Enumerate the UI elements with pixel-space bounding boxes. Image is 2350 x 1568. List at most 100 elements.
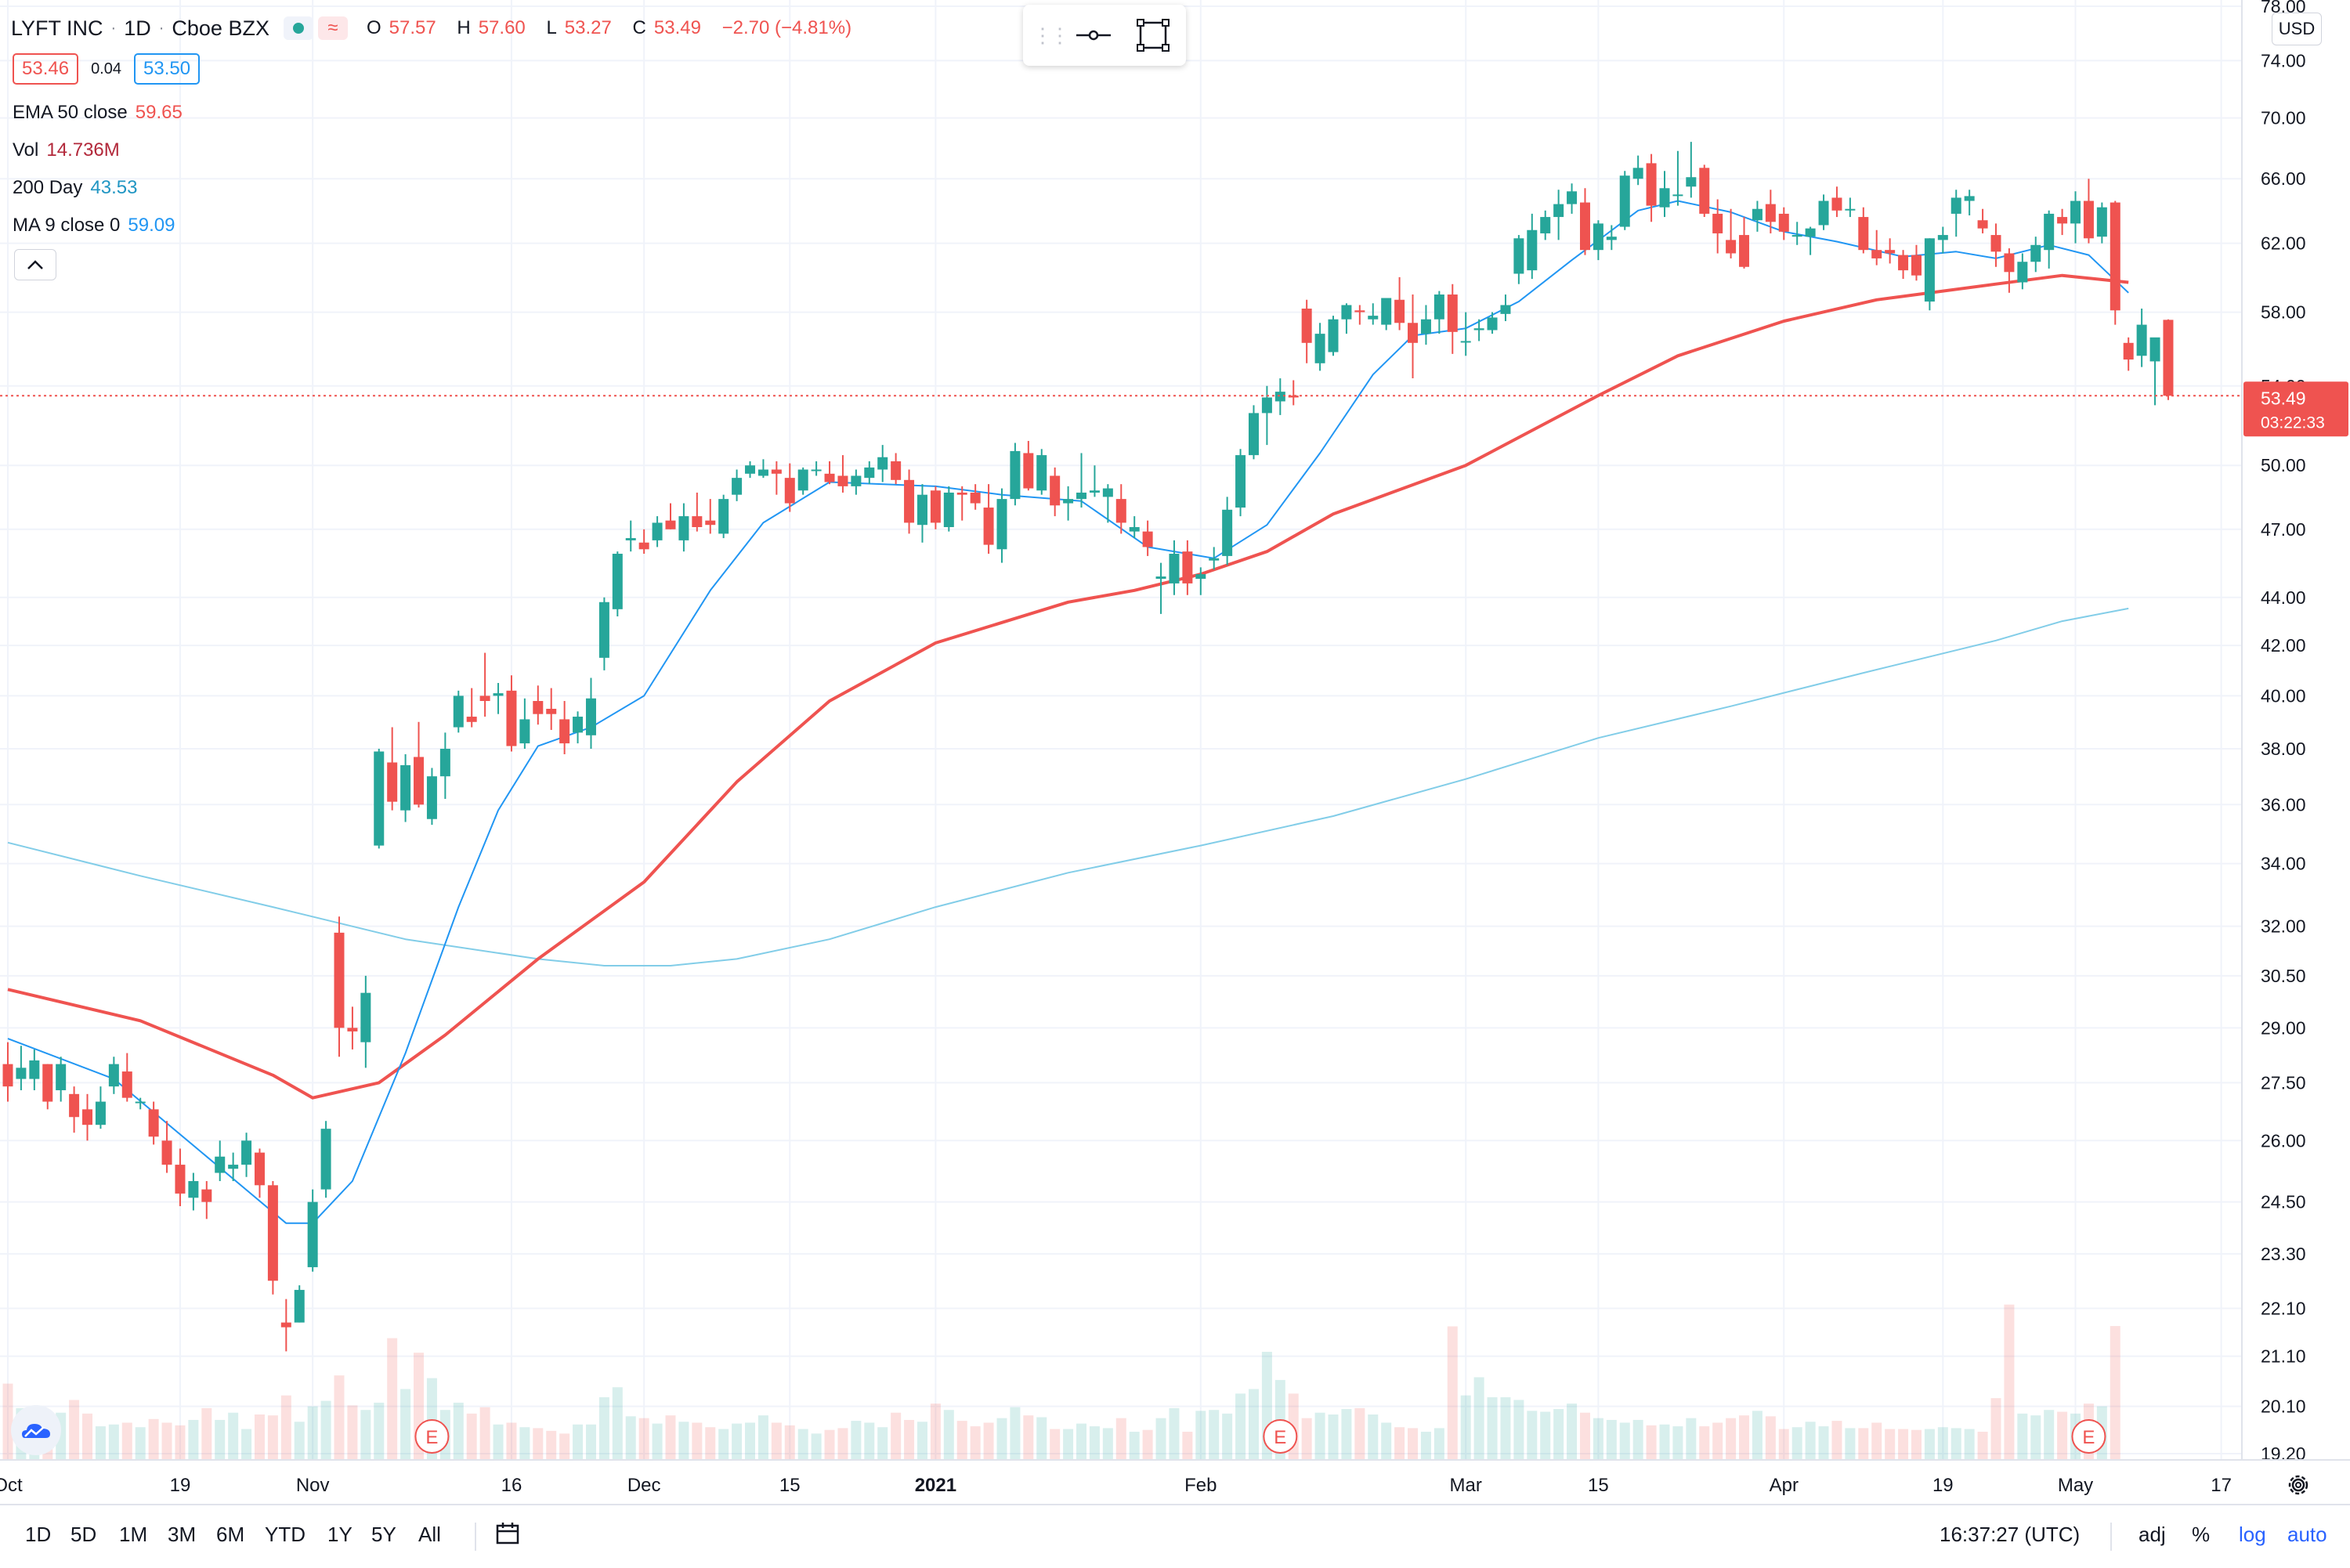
candle[interactable] xyxy=(228,1152,239,1182)
indicator-ema50[interactable]: EMA 50 close 59.65 xyxy=(13,102,183,124)
candle[interactable] xyxy=(1023,440,1034,491)
candle[interactable] xyxy=(771,461,782,495)
candle[interactable] xyxy=(1169,540,1180,595)
candle[interactable] xyxy=(1699,164,1710,218)
candle[interactable] xyxy=(2,1042,13,1102)
earnings-marker[interactable]: E xyxy=(414,1419,450,1454)
candle[interactable] xyxy=(135,1097,146,1110)
candle[interactable] xyxy=(1368,303,1379,325)
candle[interactable] xyxy=(533,685,544,725)
tradingview-logo[interactable] xyxy=(11,1405,61,1455)
candle[interactable] xyxy=(705,499,716,534)
candle[interactable] xyxy=(1924,238,1935,311)
candle[interactable] xyxy=(1408,294,1419,379)
candle[interactable] xyxy=(1155,562,1166,614)
candle[interactable] xyxy=(824,461,835,485)
candle[interactable] xyxy=(625,520,636,552)
candle[interactable] xyxy=(1527,213,1538,280)
candle[interactable] xyxy=(307,1189,318,1272)
candle[interactable] xyxy=(148,1101,159,1145)
candle[interactable] xyxy=(1672,150,1683,206)
candle[interactable] xyxy=(1950,190,1961,237)
candle[interactable] xyxy=(1248,405,1259,460)
candle[interactable] xyxy=(479,652,490,717)
earnings-marker[interactable]: E xyxy=(1263,1419,1298,1454)
range-6m-button[interactable]: 6M xyxy=(216,1523,245,1546)
candle[interactable] xyxy=(559,701,570,754)
candle[interactable] xyxy=(1898,250,1909,280)
percent-toggle[interactable]: % xyxy=(2192,1523,2211,1546)
candle[interactable] xyxy=(2083,179,2094,244)
candle[interactable] xyxy=(1142,520,1153,556)
adjust-toggle[interactable]: adj xyxy=(2138,1523,2166,1546)
candle[interactable] xyxy=(1381,298,1392,331)
candle[interactable] xyxy=(1632,155,1643,186)
candle[interactable] xyxy=(2163,319,2174,400)
candle[interactable] xyxy=(400,753,411,822)
candle[interactable] xyxy=(1646,154,1657,222)
candle[interactable] xyxy=(1726,208,1737,258)
data-approx-button[interactable]: ≈ xyxy=(317,16,348,40)
candle[interactable] xyxy=(1209,547,1220,570)
candle[interactable] xyxy=(1473,319,1484,341)
candle[interactable] xyxy=(1686,142,1697,198)
candle[interactable] xyxy=(1487,312,1498,334)
candle[interactable] xyxy=(1818,194,1829,230)
candle[interactable] xyxy=(811,461,822,476)
candle[interactable] xyxy=(2057,208,2068,236)
candle[interactable] xyxy=(1447,284,1458,354)
candle[interactable] xyxy=(891,453,902,485)
candle[interactable] xyxy=(1129,516,1140,539)
candle[interactable] xyxy=(1579,188,1590,255)
candle[interactable] xyxy=(1885,238,1896,264)
candle[interactable] xyxy=(837,455,848,493)
candle[interactable] xyxy=(1050,467,1061,517)
candle[interactable] xyxy=(1765,190,1776,233)
candle[interactable] xyxy=(426,768,437,826)
candle[interactable] xyxy=(387,727,398,811)
candle[interactable] xyxy=(2030,237,2041,273)
candle[interactable] xyxy=(851,469,862,495)
earnings-marker[interactable]: E xyxy=(2071,1419,2106,1454)
candle[interactable] xyxy=(1222,497,1233,565)
candle[interactable] xyxy=(1619,171,1630,230)
candle[interactable] xyxy=(956,486,967,521)
candle[interactable] xyxy=(95,1086,106,1129)
candle[interactable] xyxy=(916,484,927,543)
candle[interactable] xyxy=(1540,210,1551,240)
indicator-200day[interactable]: 200 Day 43.53 xyxy=(13,177,137,199)
range-5y-button[interactable]: 5Y xyxy=(371,1523,396,1546)
candle[interactable] xyxy=(1182,540,1193,595)
candle[interactable] xyxy=(1115,484,1126,534)
candle[interactable] xyxy=(201,1181,212,1219)
candle[interactable] xyxy=(1845,197,1856,218)
candle[interactable] xyxy=(877,445,888,482)
candle[interactable] xyxy=(1805,226,1816,255)
candle[interactable] xyxy=(573,711,584,744)
candle[interactable] xyxy=(1063,486,1074,521)
candle[interactable] xyxy=(1394,276,1405,331)
candle[interactable] xyxy=(1235,449,1246,517)
candle[interactable] xyxy=(519,698,530,750)
candle[interactable] xyxy=(1659,171,1670,218)
candle[interactable] xyxy=(1990,223,2001,267)
candle[interactable] xyxy=(2017,253,2028,290)
candle[interactable] xyxy=(453,690,464,733)
candle[interactable] xyxy=(1274,378,1285,415)
candle[interactable] xyxy=(280,1299,291,1352)
candle[interactable] xyxy=(585,677,596,750)
candle[interactable] xyxy=(1314,323,1325,371)
candle[interactable] xyxy=(1937,226,1948,254)
candle[interactable] xyxy=(943,486,954,532)
candle[interactable] xyxy=(1964,190,1975,215)
candle[interactable] xyxy=(414,721,425,807)
candle[interactable] xyxy=(1977,208,1988,233)
candle[interactable] xyxy=(215,1140,226,1182)
candle[interactable] xyxy=(267,1181,278,1295)
candle[interactable] xyxy=(1778,207,1789,240)
candle[interactable] xyxy=(2004,248,2015,293)
candle[interactable] xyxy=(347,1006,358,1050)
utc-clock[interactable]: 16:37:27 (UTC) xyxy=(1940,1523,2081,1546)
candle[interactable] xyxy=(1500,294,1511,321)
